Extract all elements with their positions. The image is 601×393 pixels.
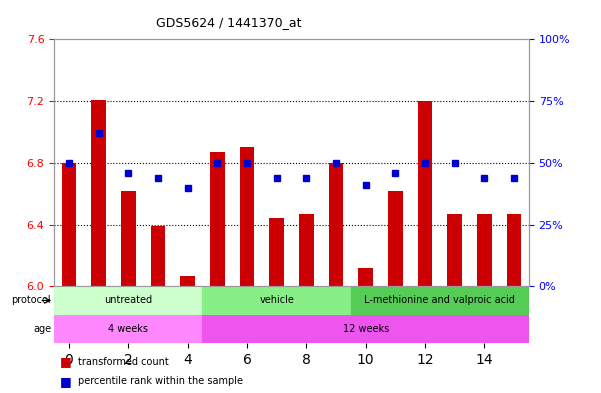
Bar xyxy=(210,152,225,286)
Bar xyxy=(61,163,76,286)
Text: protocol: protocol xyxy=(11,296,51,305)
Bar xyxy=(477,214,492,286)
Bar xyxy=(269,219,284,286)
Bar xyxy=(180,275,195,286)
Text: transformed count: transformed count xyxy=(78,356,169,367)
Bar xyxy=(507,214,522,286)
Bar xyxy=(418,101,433,286)
Bar xyxy=(54,314,203,343)
Text: vehicle: vehicle xyxy=(259,296,294,305)
Bar xyxy=(91,99,106,286)
Bar xyxy=(150,226,165,286)
Text: 4 weeks: 4 weeks xyxy=(108,324,148,334)
Bar xyxy=(240,147,254,286)
Bar xyxy=(388,191,403,286)
Bar xyxy=(54,286,203,314)
Text: L-methionine and valproic acid: L-methionine and valproic acid xyxy=(364,296,515,305)
Text: ■: ■ xyxy=(60,375,72,388)
Bar xyxy=(447,214,462,286)
Bar xyxy=(299,214,314,286)
Text: untreated: untreated xyxy=(104,296,152,305)
Bar xyxy=(358,268,373,286)
Text: percentile rank within the sample: percentile rank within the sample xyxy=(78,376,243,386)
Text: age: age xyxy=(33,324,51,334)
Bar xyxy=(351,286,529,314)
Bar xyxy=(203,286,351,314)
Bar xyxy=(121,191,136,286)
Bar xyxy=(329,163,343,286)
Text: ■: ■ xyxy=(60,355,72,368)
Bar xyxy=(203,314,529,343)
Text: GDS5624 / 1441370_at: GDS5624 / 1441370_at xyxy=(156,16,301,29)
Text: 12 weeks: 12 weeks xyxy=(343,324,389,334)
